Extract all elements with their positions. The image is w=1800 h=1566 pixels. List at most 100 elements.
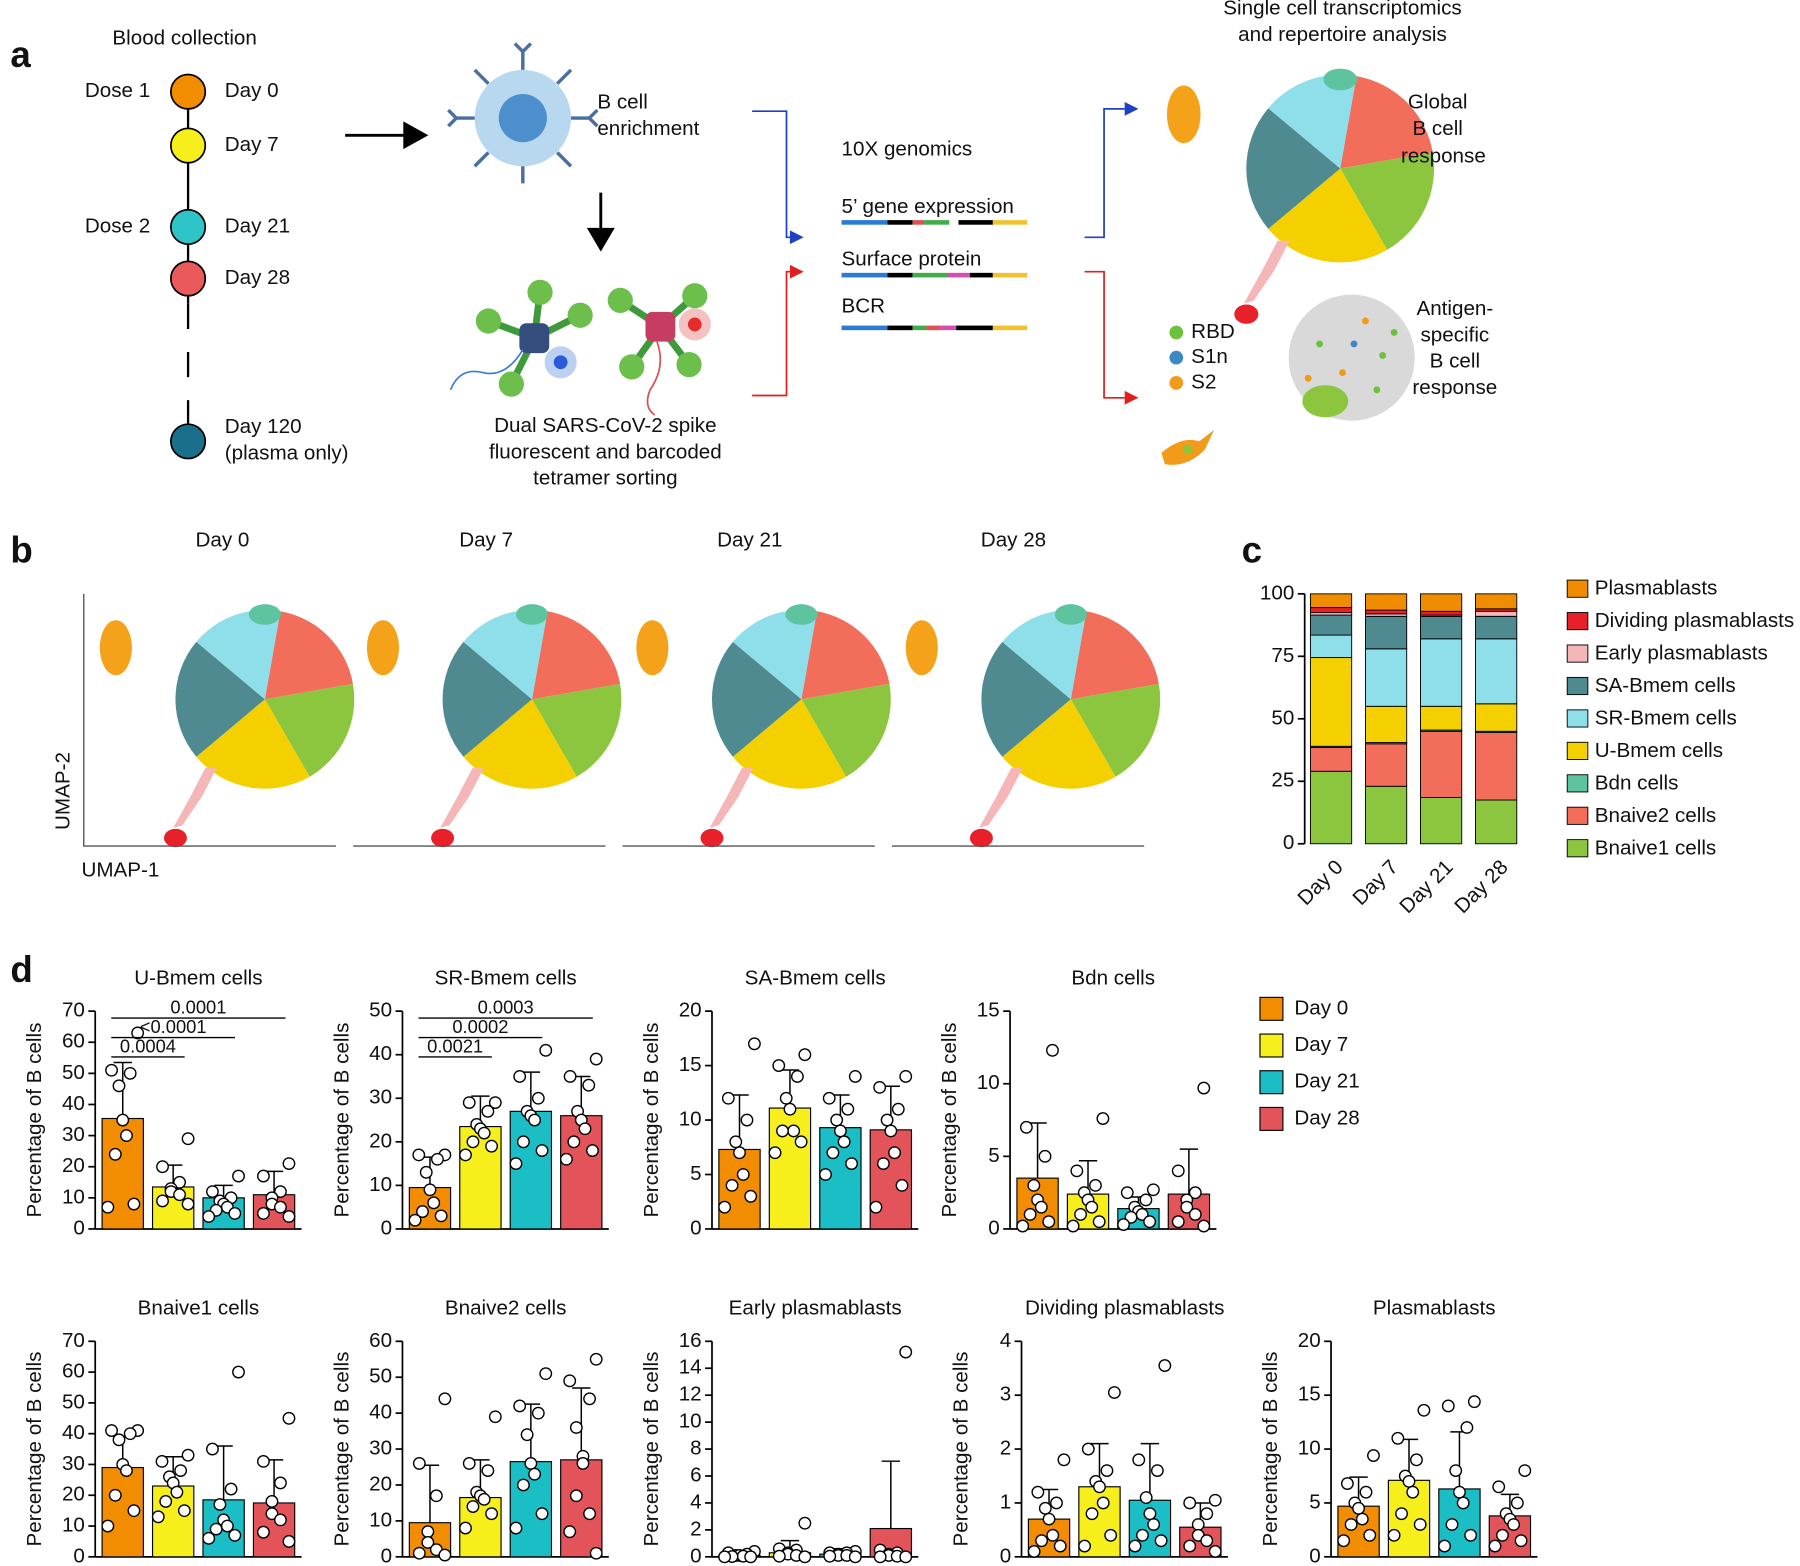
data-point	[112, 1433, 126, 1447]
data-point	[1367, 1449, 1380, 1462]
data-point	[848, 1550, 862, 1564]
data-point	[833, 1124, 847, 1138]
bar-segment	[1420, 797, 1463, 845]
y-tick-label: 75	[1271, 644, 1294, 667]
data-point	[798, 1048, 812, 1062]
data-point	[826, 1146, 840, 1160]
data-point	[481, 1464, 495, 1478]
y-tick-label: 0	[381, 1544, 392, 1566]
data-point	[1488, 1539, 1502, 1553]
data-point	[206, 1442, 219, 1456]
data-point	[1143, 1215, 1157, 1229]
y-tick-label: 0	[1283, 831, 1294, 854]
legend-label: Day 0	[1294, 996, 1348, 1019]
error-bar	[1028, 1122, 1047, 1179]
y-tick-label: 15	[977, 999, 1000, 1022]
timepoint-label: Day 120	[225, 415, 302, 438]
data-point	[1078, 1539, 1091, 1553]
legend-dot	[1169, 376, 1184, 390]
arrowhead	[789, 264, 804, 279]
data-point	[1188, 1208, 1202, 1221]
data-point	[232, 1365, 245, 1379]
barcodes	[841, 220, 1028, 331]
y-tick-label: 0	[73, 1544, 84, 1566]
data-point	[282, 1157, 296, 1171]
data-point	[559, 1152, 573, 1166]
y-tick-label: 4	[690, 1490, 701, 1513]
data-point	[721, 1091, 735, 1105]
global-umap	[1166, 68, 1435, 324]
global-label: response	[1401, 145, 1486, 168]
arrow	[586, 192, 615, 252]
y-tick-label: 20	[679, 999, 702, 1022]
data-point	[531, 1406, 545, 1420]
umap-axes	[83, 593, 1145, 847]
data-point	[783, 1102, 797, 1116]
p-value: 0.0001	[170, 997, 226, 1018]
data-point	[438, 1548, 452, 1562]
data-point	[1038, 1501, 1052, 1515]
library-label: 5’ gene expression	[842, 195, 1014, 218]
data-point	[516, 1478, 530, 1492]
data-point	[718, 1200, 732, 1214]
y-axis-label: Percentage of B cells	[640, 1023, 663, 1218]
y-tick-label: 5	[690, 1162, 701, 1185]
y-tick-label: 14	[679, 1356, 702, 1379]
connector	[1084, 108, 1125, 239]
bar	[509, 1110, 553, 1230]
global-label: Global	[1408, 91, 1468, 114]
bar-segment	[1420, 610, 1463, 616]
library-label: BCR	[842, 295, 886, 318]
data-point	[880, 1113, 894, 1127]
data-point	[528, 1467, 542, 1481]
arrowhead	[1124, 390, 1139, 405]
legend-label: U-Bmem cells	[1595, 739, 1723, 762]
timepoint-label: (plasma only)	[225, 441, 349, 464]
data-point	[108, 1147, 122, 1161]
data-point	[459, 1521, 472, 1535]
data-point	[1042, 1215, 1056, 1229]
data-point	[1183, 1539, 1197, 1553]
sorting-label: fluorescent and barcoded	[489, 440, 722, 463]
data-point	[1096, 1496, 1110, 1510]
data-point	[173, 1175, 186, 1189]
y-axis-label: Percentage of B cells	[949, 1352, 972, 1547]
data-point	[1340, 1477, 1354, 1490]
bar	[869, 1129, 913, 1230]
y-tick-label: 8	[690, 1437, 701, 1460]
y-tick-label: 10	[369, 1173, 392, 1196]
data-point	[156, 1160, 169, 1174]
data-point	[528, 1113, 542, 1127]
data-point	[513, 1070, 527, 1083]
data-point	[1363, 1528, 1377, 1542]
data-point	[524, 1457, 538, 1470]
data-point	[213, 1498, 227, 1511]
data-point	[794, 1135, 808, 1149]
data-point	[274, 1476, 287, 1490]
data-point	[589, 1052, 603, 1066]
timepoint	[170, 260, 207, 297]
data-point	[790, 1070, 804, 1083]
data-point	[1053, 1539, 1067, 1553]
legend-label: Bnaive1 cells	[1595, 836, 1717, 859]
x-axis-label: UMAP-1	[81, 859, 159, 882]
bar-segment	[1420, 638, 1463, 707]
data-point	[1081, 1442, 1095, 1456]
data-point	[412, 1148, 426, 1162]
data-point	[1171, 1215, 1185, 1229]
data-point	[282, 1411, 296, 1425]
data-point	[265, 1507, 279, 1521]
y-tick-label: 10	[62, 1513, 85, 1536]
bar-segment	[1309, 614, 1353, 636]
chart-title: Bdn cells	[1071, 966, 1155, 989]
data-point	[869, 1200, 883, 1214]
data-point	[1208, 1545, 1222, 1558]
data-point	[419, 1165, 433, 1179]
data-point	[1128, 1539, 1142, 1553]
data-point	[1359, 1485, 1373, 1499]
y-tick-label: 40	[62, 1092, 85, 1115]
y-axis-label: Percentage of B cells	[23, 1352, 46, 1547]
data-point	[747, 1037, 761, 1051]
